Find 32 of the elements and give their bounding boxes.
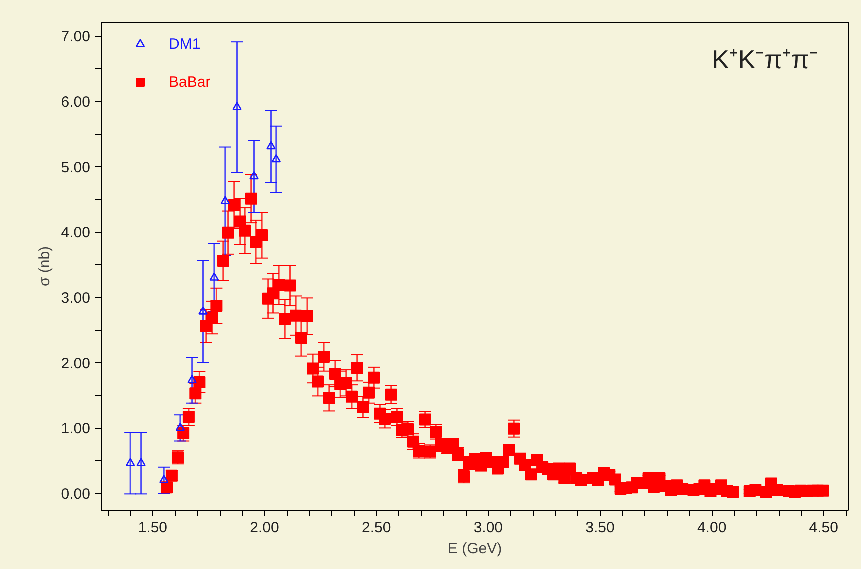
x-tick-label: 4.00	[697, 520, 727, 536]
point	[272, 154, 282, 163]
y-tick-label: 6.00	[61, 94, 91, 112]
y-tick-label: 7.00	[61, 28, 91, 46]
x-tick-label: 1.50	[138, 520, 168, 536]
point	[266, 141, 276, 150]
point	[188, 375, 197, 384]
point	[126, 458, 136, 466]
x-tick-label: 3.50	[586, 520, 615, 536]
point	[210, 272, 220, 281]
legend-label: BaBar	[169, 74, 211, 90]
point	[250, 171, 259, 180]
point	[159, 475, 169, 484]
x-axis-title: E (GeV)	[448, 540, 502, 558]
x-tick-label: 4.50	[809, 520, 839, 536]
y-axis-title: σ (nb)	[36, 246, 54, 287]
y-tick-label: 4.00	[61, 224, 91, 242]
y-tick-label: 1.00	[61, 420, 91, 438]
x-tick-label: 3.00	[474, 520, 504, 536]
point	[232, 102, 242, 110]
y-tick-label: 5.00	[61, 159, 91, 176]
x-tick-label: 2.00	[250, 520, 280, 536]
annotation: K⁺K⁻π⁺π⁻	[712, 44, 818, 74]
point	[176, 422, 186, 432]
point	[136, 458, 146, 466]
legend-label: DM1	[169, 36, 201, 52]
y-tick-label: 2.00	[61, 355, 91, 372]
y-tick-label: 0.00	[61, 486, 91, 504]
point	[220, 196, 230, 204]
point	[198, 306, 208, 315]
y-tick-label: 3.00	[61, 290, 91, 308]
x-tick-label: 2.50	[362, 520, 392, 536]
